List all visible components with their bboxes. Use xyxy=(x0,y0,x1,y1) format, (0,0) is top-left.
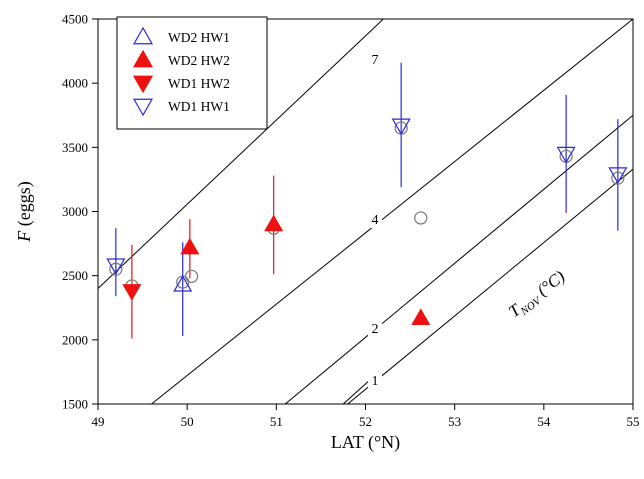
isoline-title: TNOV (°C) xyxy=(505,267,571,324)
legend-label: WD2 HW1 xyxy=(168,30,230,45)
isolines xyxy=(97,18,634,405)
axis-ticks: 49 50 51 52 53 54 55 1500 2000 2500 3000 3500 4000 45… xyxy=(62,12,640,430)
isoline-label-bg xyxy=(368,372,382,389)
isoline xyxy=(347,168,634,405)
marker-circle xyxy=(109,262,123,276)
marker-circle xyxy=(185,269,199,283)
y-axis-title-symbol: F xyxy=(14,230,34,243)
y-axis-title: F (eggs) xyxy=(14,181,35,242)
x-tick-label: 52 xyxy=(359,414,372,429)
isoline-label: 1 xyxy=(372,374,379,389)
x-tick-label: 51 xyxy=(270,414,283,429)
marker-triangle-open xyxy=(106,258,126,276)
isoline-label: 4 xyxy=(372,213,379,228)
isoline-label-bg xyxy=(368,51,382,68)
marker-triangle-open xyxy=(132,98,154,117)
isoline xyxy=(97,18,384,289)
x-axis-title: LAT (°N) xyxy=(331,432,400,453)
isoline xyxy=(151,18,634,405)
y-tick-label: 2500 xyxy=(62,268,88,283)
isoline-label-bg xyxy=(368,320,382,337)
x-tick-label: 55 xyxy=(627,414,640,429)
y-tick-label: 3500 xyxy=(62,140,88,155)
y-axis-title-unit: (eggs) xyxy=(14,181,35,230)
data-markers xyxy=(106,118,628,325)
marker-triangle-filled xyxy=(132,75,154,94)
marker-circle xyxy=(414,211,428,225)
isoline-labels: 7 4 2 1 xyxy=(368,51,382,389)
legend-box xyxy=(116,16,268,130)
x-tick-label: 50 xyxy=(181,414,194,429)
marker-circle xyxy=(611,171,625,185)
legend: WD2 HW1 WD2 HW2 WD1 HW2 WD1 HW1 xyxy=(116,16,268,130)
marker-triangle-filled xyxy=(411,308,431,325)
marker-triangle-filled xyxy=(132,49,154,68)
marker-triangle-open xyxy=(608,167,628,184)
y-tick-label: 2000 xyxy=(62,332,88,347)
x-tick-label: 49 xyxy=(92,414,105,429)
x-tick-label: 54 xyxy=(537,414,551,429)
marker-triangle-open xyxy=(173,274,193,292)
isoline-label: 7 xyxy=(372,53,379,68)
marker-triangle-filled xyxy=(264,214,284,232)
marker-triangle-open xyxy=(556,146,576,164)
marker-triangle-open xyxy=(391,118,411,136)
y-tick-label: 4500 xyxy=(62,12,88,27)
isoline xyxy=(284,114,634,405)
legend-label: WD2 HW2 xyxy=(168,53,230,68)
marker-triangle-filled xyxy=(122,284,142,301)
y-tick-label: 4000 xyxy=(62,76,88,91)
isoline-label-bg xyxy=(368,211,382,228)
y-tick-label: 3000 xyxy=(62,204,88,219)
marker-triangle-filled xyxy=(180,237,200,255)
marker-triangle-open xyxy=(132,26,154,45)
isoline-label: 2 xyxy=(372,322,379,337)
legend-label: WD1 HW1 xyxy=(168,99,230,114)
x-tick-label: 53 xyxy=(448,414,461,429)
legend-label: WD1 HW2 xyxy=(168,76,230,91)
y-tick-label: 1500 xyxy=(62,397,88,412)
